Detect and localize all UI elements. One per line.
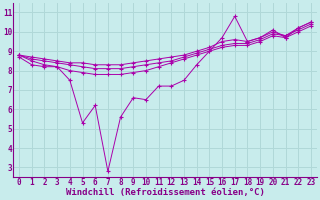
X-axis label: Windchill (Refroidissement éolien,°C): Windchill (Refroidissement éolien,°C) <box>66 188 264 197</box>
